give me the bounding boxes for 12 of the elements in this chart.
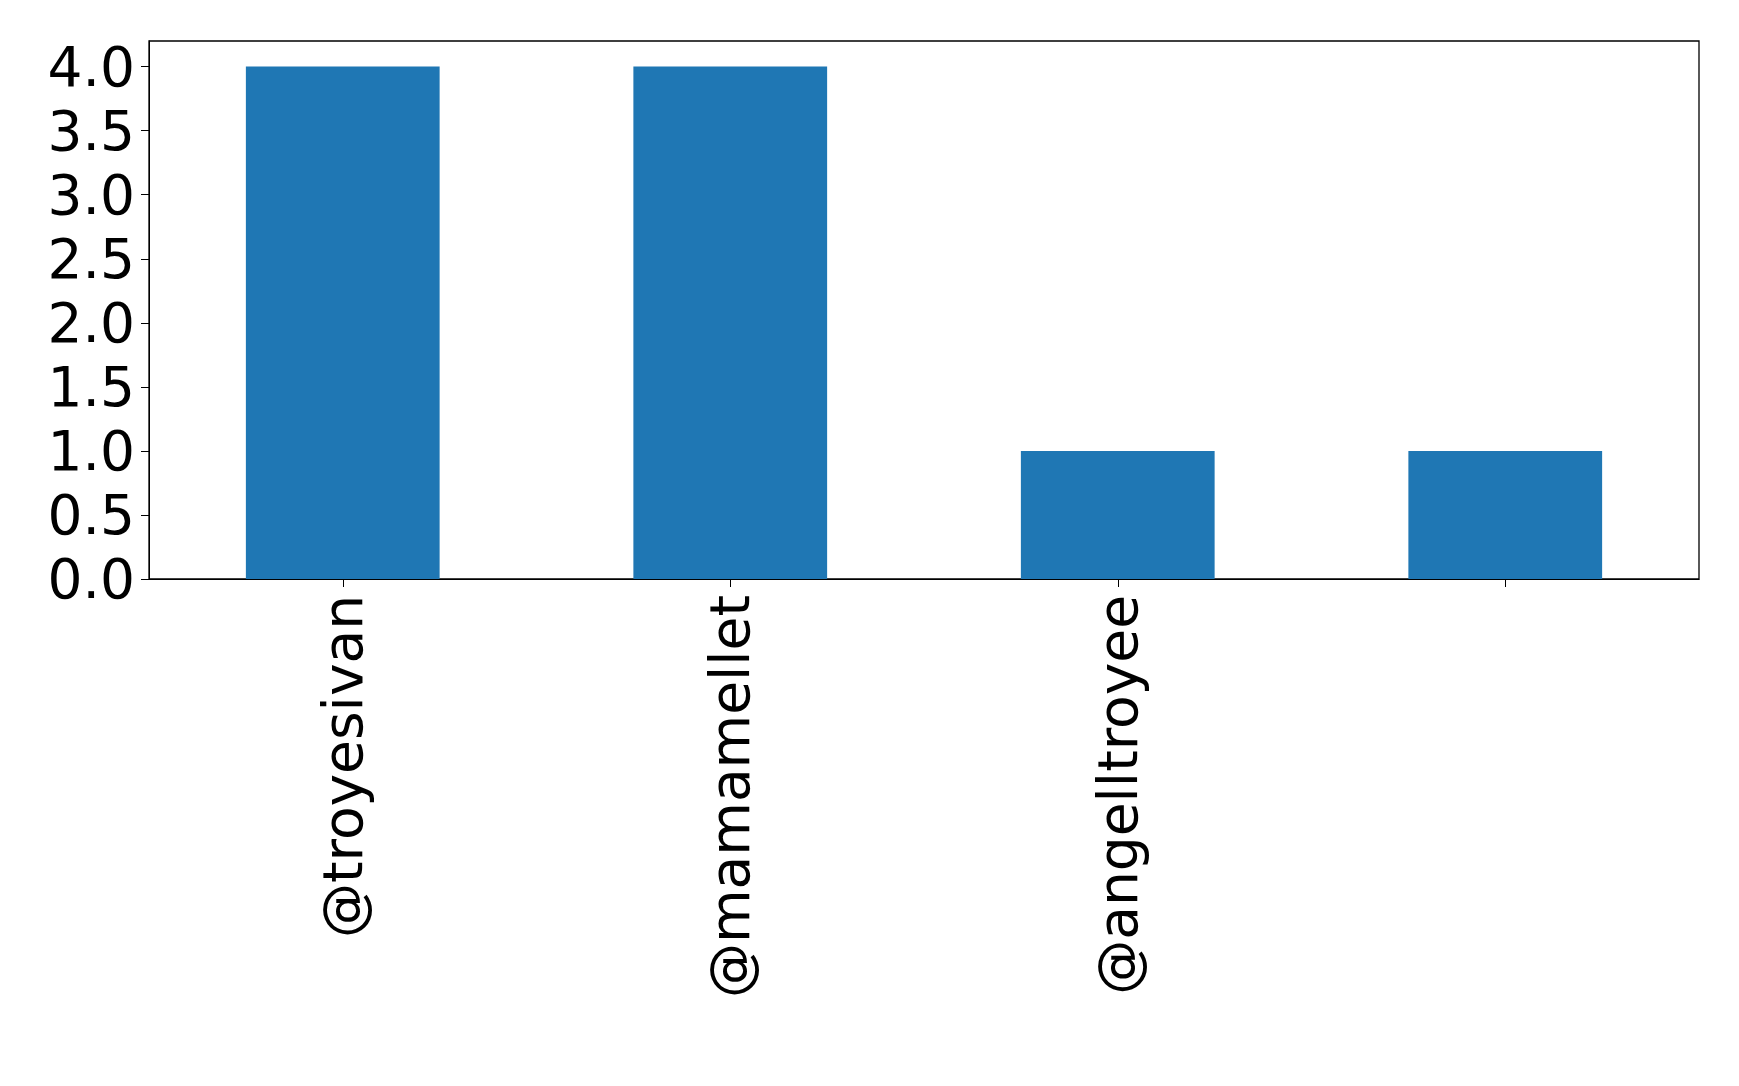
y-tick-label: 0.5 <box>47 482 135 547</box>
y-tick-label: 4.0 <box>47 34 135 99</box>
x-tick-label: @mamamellet <box>698 595 763 998</box>
y-tick-label: 1.0 <box>47 418 135 483</box>
x-tick-label: @troyesivan <box>310 595 375 939</box>
y-tick-label: 2.0 <box>47 290 135 355</box>
y-tick-label: 3.0 <box>47 162 135 227</box>
y-tick-label: 1.5 <box>47 354 135 419</box>
y-tick-label: 0.0 <box>47 547 135 611</box>
y-tick-label: 2.5 <box>47 226 135 291</box>
y-tick-label: 3.5 <box>47 98 135 163</box>
x-tick-label: @angelltroyee <box>1085 595 1150 995</box>
